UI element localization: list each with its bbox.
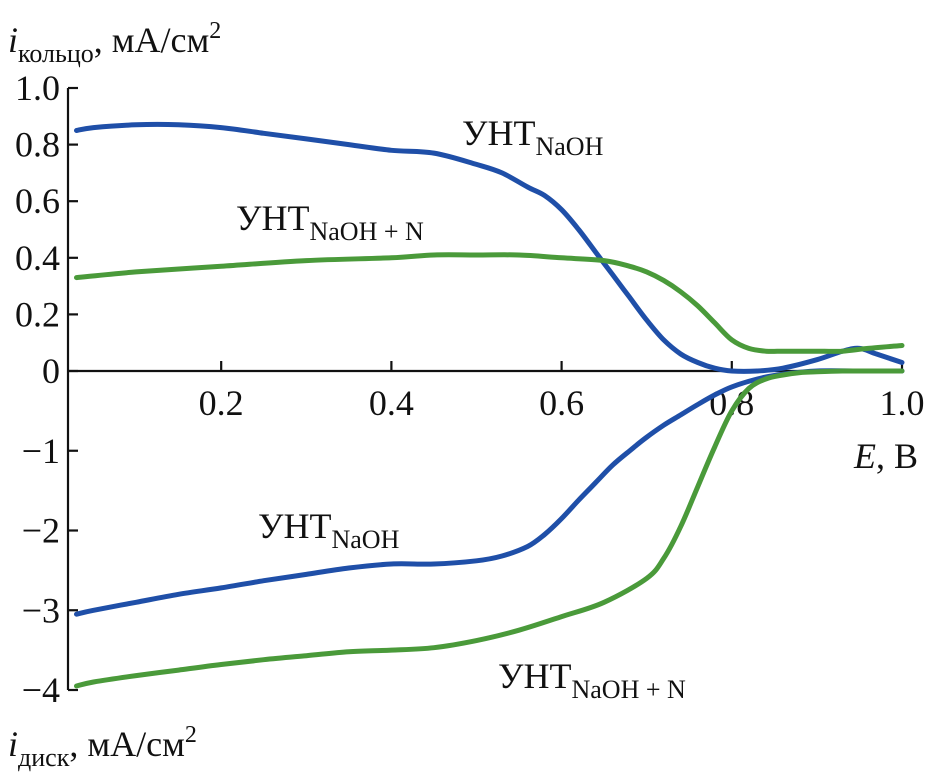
x-axis-title: E, В	[853, 436, 918, 476]
x-tick-label: 1.0	[880, 383, 925, 423]
ring-y-tick-label: 0.4	[15, 238, 60, 278]
series-label-main: УНТ	[498, 656, 571, 696]
ring-axis-superscript: 2	[209, 18, 221, 44]
ring-y-tick-label: 1.0	[15, 68, 60, 108]
series-line-disk-3	[74, 368, 905, 689]
ring-y-tick-label: 0.6	[15, 181, 60, 221]
ring-y-tick-label: 0.2	[15, 294, 60, 334]
ticks: 1.00.80.60.40.20−1−2−3−40.2 0.4 0.6 0.8 1.0	[15, 68, 925, 710]
series-label-sub: NaOH	[331, 525, 399, 554]
series-label-sub: NaOH + N	[309, 217, 424, 246]
series-label-disk-unt-naoh-n: УНТNaOH + N	[498, 656, 686, 704]
disk-y-tick-label: −2	[22, 511, 60, 551]
x-tick-label: 0.6	[539, 383, 584, 423]
disk-axis-superscript: 2	[185, 722, 197, 748]
x-axis-unit: , В	[876, 436, 918, 476]
series-label-main: УНТ	[462, 113, 535, 153]
x-tick-label: 0.4	[369, 383, 414, 423]
disk-axis-var: i	[8, 724, 18, 764]
series-label-sub: NaOH	[535, 132, 603, 161]
series-label-main: УНТ	[258, 506, 331, 546]
series-label-disk-unt-naoh: УНТNaOH	[258, 506, 400, 554]
disk-axis-subscript: диск	[18, 743, 70, 772]
ring-axis-unit: , мА/см	[94, 20, 210, 60]
disk-axis-unit: , мА/см	[69, 724, 185, 764]
disk-y-tick-label: −1	[22, 431, 60, 471]
ring-axis-title: iкольцо, мА/см2	[8, 18, 221, 68]
series-label-ring-unt-naoh: УНТNaOH	[462, 113, 604, 161]
axes	[66, 88, 902, 690]
series-line-ring-0	[74, 121, 905, 374]
series-label-sub: NaOH + N	[571, 675, 686, 704]
disk-y-tick-label: −4	[22, 670, 60, 710]
series-label-main: УНТ	[236, 198, 309, 238]
series-label-ring-unt-naoh-n: УНТNaOH + N	[236, 198, 424, 246]
series-line-disk-2	[74, 368, 905, 617]
ring-axis-var: i	[8, 20, 18, 60]
x-tick-label: 0.2	[199, 383, 244, 423]
ring-y-tick-label: 0.8	[15, 125, 60, 165]
x-axis-var: E	[853, 436, 876, 476]
ring-axis-subscript: кольцо	[18, 39, 94, 68]
series-line-ring-1	[74, 252, 905, 354]
disk-y-tick-label: −3	[22, 590, 60, 630]
disk-axis-title: iдиск, мА/см2	[8, 722, 197, 772]
ring-y-tick-label: 0	[42, 351, 60, 391]
curves	[74, 121, 905, 689]
